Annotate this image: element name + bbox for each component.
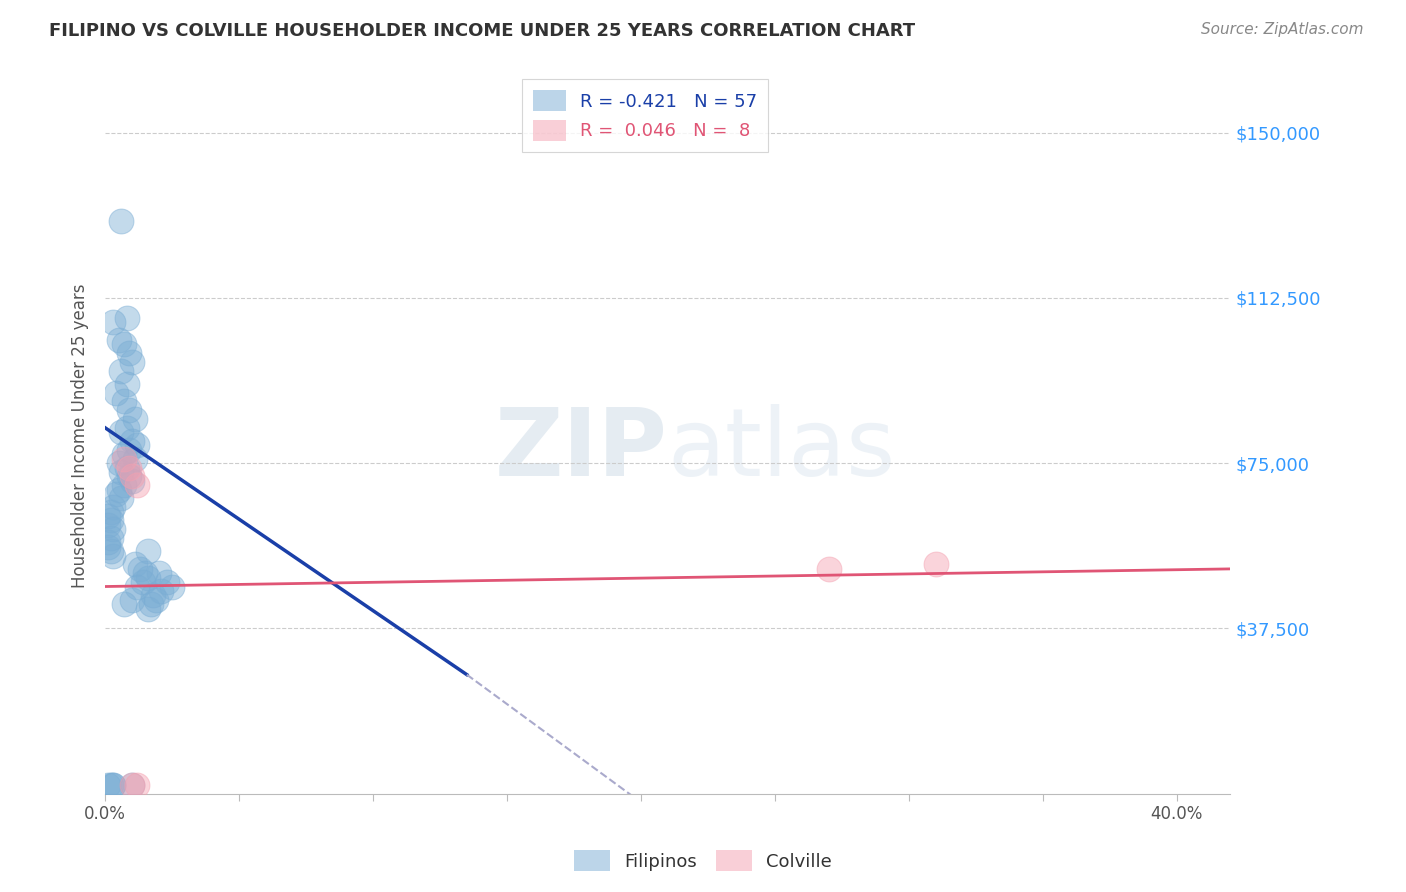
Point (136, 544, 159, 558)
Point (127, 478, 149, 492)
Point (924, 558, 946, 572)
Point (112, 447, 135, 461)
Legend: R = -0.421   N = 57, R =  0.046   N =  8: R = -0.421 N = 57, R = 0.046 N = 8 (523, 79, 768, 152)
Point (121, 778, 143, 792)
Point (103, 500, 125, 515)
Point (118, 346, 141, 360)
Point (127, 438, 149, 452)
Point (156, 575, 179, 590)
Point (107, 483, 129, 497)
Point (112, 597, 135, 611)
Point (150, 583, 173, 598)
Point (817, 562, 839, 576)
Point (110, 465, 132, 479)
Point (160, 580, 183, 594)
Text: Source: ZipAtlas.com: Source: ZipAtlas.com (1201, 22, 1364, 37)
Text: atlas: atlas (668, 404, 896, 496)
Point (121, 592, 143, 607)
Point (145, 592, 167, 607)
Point (124, 412, 146, 426)
Point (136, 601, 159, 615)
Point (100, 531, 122, 545)
Point (107, 333, 129, 347)
Point (121, 355, 143, 369)
Point (103, 522, 125, 536)
Point (118, 469, 141, 483)
Point (100, 513, 122, 527)
Point (107, 456, 129, 470)
Point (103, 778, 125, 792)
Point (100, 505, 122, 519)
Point (118, 403, 141, 417)
Text: ZIP: ZIP (495, 404, 668, 496)
Point (100, 544, 122, 558)
Point (115, 310, 138, 325)
Point (103, 778, 125, 792)
Point (97, 508, 120, 523)
Point (103, 315, 125, 329)
Point (112, 451, 135, 466)
Point (121, 469, 143, 483)
Point (100, 778, 122, 792)
Point (124, 451, 146, 466)
Point (112, 337, 135, 351)
Point (139, 597, 162, 611)
Point (142, 588, 165, 602)
Point (103, 549, 125, 563)
Point (121, 778, 143, 792)
Point (110, 363, 132, 377)
Point (136, 571, 159, 585)
Point (148, 566, 170, 581)
Point (110, 491, 132, 506)
Point (97, 517, 120, 532)
Point (121, 474, 143, 488)
Point (127, 778, 149, 792)
Point (121, 434, 143, 448)
Point (110, 425, 132, 440)
Point (129, 562, 152, 576)
Point (104, 487, 127, 501)
Text: FILIPINO VS COLVILLE HOUSEHOLDER INCOME UNDER 25 YEARS CORRELATION CHART: FILIPINO VS COLVILLE HOUSEHOLDER INCOME … (49, 22, 915, 40)
Point (97, 778, 120, 792)
Point (127, 580, 149, 594)
Point (115, 376, 138, 391)
Point (132, 575, 155, 590)
Point (124, 558, 146, 572)
Y-axis label: Householder Income Under 25 years: Householder Income Under 25 years (72, 284, 89, 588)
Point (118, 460, 141, 475)
Point (112, 478, 135, 492)
Point (115, 460, 138, 475)
Point (115, 421, 138, 435)
Point (112, 394, 135, 409)
Point (97, 540, 120, 554)
Point (110, 213, 132, 227)
Point (134, 566, 156, 581)
Point (104, 385, 127, 400)
Legend: Filipinos, Colville: Filipinos, Colville (567, 843, 839, 879)
Point (97, 535, 120, 549)
Point (118, 442, 141, 457)
